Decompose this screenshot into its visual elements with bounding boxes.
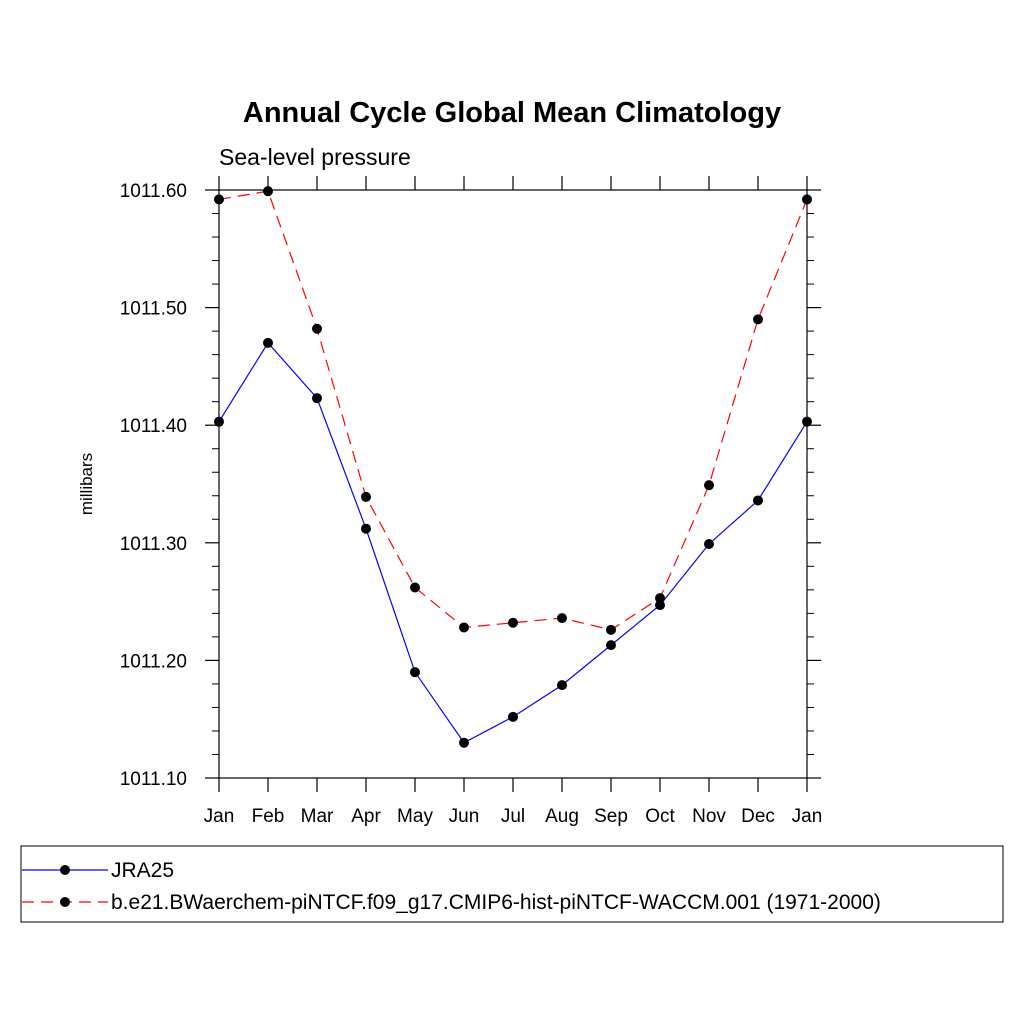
series-0-point <box>557 680 567 691</box>
legend-label-jra25: JRA25 <box>111 859 174 882</box>
y-tick-labels: 1011.10 1011.20 1011.30 1011.40 1011.50 1011.… <box>120 181 187 790</box>
legend-label-model: b.e21.BWaerchem-piNTCF.f09_g17.CMIP6-his… <box>111 891 881 914</box>
series-line-0 <box>218 341 808 744</box>
x-tick-label: May <box>397 806 433 827</box>
legend-marker-model <box>60 897 70 907</box>
series-line-1 <box>218 190 808 631</box>
chart-subtitle: Sea-level pressure <box>219 144 411 170</box>
series-0-point <box>655 600 665 611</box>
axis-ticks <box>205 176 821 792</box>
y-tick-label: 1011.30 <box>120 534 187 555</box>
series-0-point <box>753 495 763 506</box>
x-tick-label: Aug <box>545 806 579 827</box>
series-layer <box>214 186 812 748</box>
legend-marker-jra25 <box>60 865 70 875</box>
series-1-point <box>312 323 322 334</box>
y-tick-label: 1011.50 <box>120 299 187 320</box>
y-axis-label: millibars <box>77 453 96 515</box>
series-0-point <box>361 523 371 534</box>
x-tick-label: Dec <box>741 806 775 827</box>
series-0-point <box>214 416 224 427</box>
legend: JRA25 b.e21.BWaerchem-piNTCF.f09_g17.CMI… <box>20 845 1004 923</box>
series-1-point <box>263 186 273 197</box>
series-1-point <box>802 194 812 205</box>
x-tick-label: Nov <box>692 806 726 827</box>
y-tick-label: 1011.40 <box>120 416 187 437</box>
series-0-point <box>508 711 518 722</box>
x-tick-labels: Jan Feb Mar Apr May Jun Jul Aug Sep Oct Nov Dec Jan <box>204 806 823 827</box>
series-0-point <box>802 416 812 427</box>
series-0-point <box>704 538 714 549</box>
plot-frame <box>218 189 808 779</box>
series-1-point <box>753 314 763 325</box>
x-tick-label: Apr <box>351 806 381 827</box>
series-1-point <box>655 593 665 604</box>
chart-title: Annual Cycle Global Mean Climatology <box>243 97 781 129</box>
series-1-point <box>459 622 469 633</box>
y-tick-label: 1011.60 <box>120 181 187 202</box>
series-1-point <box>214 194 224 205</box>
series-1-point <box>361 491 371 502</box>
series-0-point <box>606 640 616 651</box>
series-0-point <box>312 393 322 404</box>
y-tick-label: 1011.10 <box>120 769 187 790</box>
series-0-point <box>410 667 420 678</box>
series-1-point <box>508 617 518 628</box>
x-tick-label: Jan <box>792 806 823 827</box>
x-tick-label: Mar <box>301 806 334 827</box>
series-0-point <box>263 337 273 348</box>
x-tick-label: Jan <box>204 806 235 827</box>
series-1-point <box>410 582 420 593</box>
x-tick-label: Sep <box>594 806 628 827</box>
x-tick-label: Feb <box>252 806 285 827</box>
legend-box <box>20 845 1004 923</box>
x-tick-label: Jun <box>449 806 480 827</box>
x-tick-label: Jul <box>501 806 525 827</box>
y-tick-label: 1011.20 <box>120 651 187 672</box>
series-0-point <box>459 737 469 748</box>
series-1-point <box>557 613 567 624</box>
x-tick-label: Oct <box>645 806 675 827</box>
series-1-point <box>704 480 714 491</box>
series-1-point <box>606 624 616 635</box>
